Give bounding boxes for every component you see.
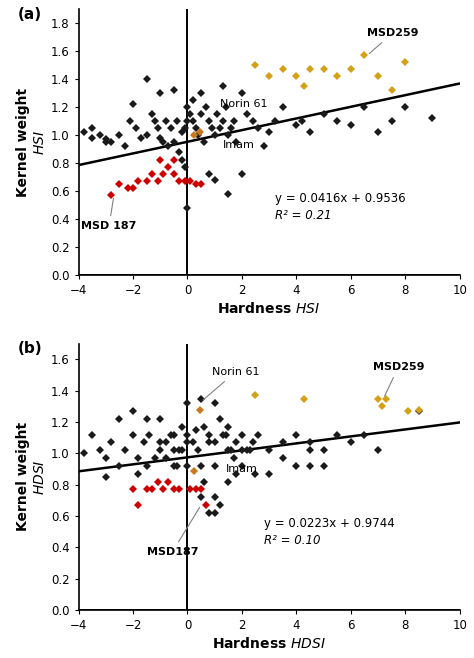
Text: MSD 187: MSD 187 bbox=[81, 198, 137, 232]
Text: MSD259: MSD259 bbox=[373, 363, 424, 396]
X-axis label: Hardness $\mathit{HDSI}$: Hardness $\mathit{HDSI}$ bbox=[212, 636, 326, 651]
Text: MSD187: MSD187 bbox=[146, 507, 200, 557]
Y-axis label: Kernel weight
$\mathit{HDSI}$: Kernel weight $\mathit{HDSI}$ bbox=[17, 422, 46, 532]
Text: R² = 0.21: R² = 0.21 bbox=[274, 209, 331, 222]
Text: R² = 0.10: R² = 0.10 bbox=[264, 534, 320, 547]
X-axis label: Hardness $\mathit{HSI}$: Hardness $\mathit{HSI}$ bbox=[218, 301, 321, 316]
Text: Imam: Imam bbox=[223, 140, 255, 150]
Text: Imam: Imam bbox=[226, 464, 257, 474]
Text: Norin 61: Norin 61 bbox=[220, 99, 268, 109]
Text: y = 0.0223x + 0.9744: y = 0.0223x + 0.9744 bbox=[264, 517, 394, 530]
Text: Norin 61: Norin 61 bbox=[203, 367, 259, 400]
Text: MSD259: MSD259 bbox=[367, 28, 419, 54]
Text: (a): (a) bbox=[18, 7, 42, 22]
Text: (b): (b) bbox=[18, 341, 42, 356]
Y-axis label: Kernel weight
$\mathit{HSI}$: Kernel weight $\mathit{HSI}$ bbox=[17, 88, 46, 197]
Text: y = 0.0416x + 0.9536: y = 0.0416x + 0.9536 bbox=[274, 191, 405, 205]
